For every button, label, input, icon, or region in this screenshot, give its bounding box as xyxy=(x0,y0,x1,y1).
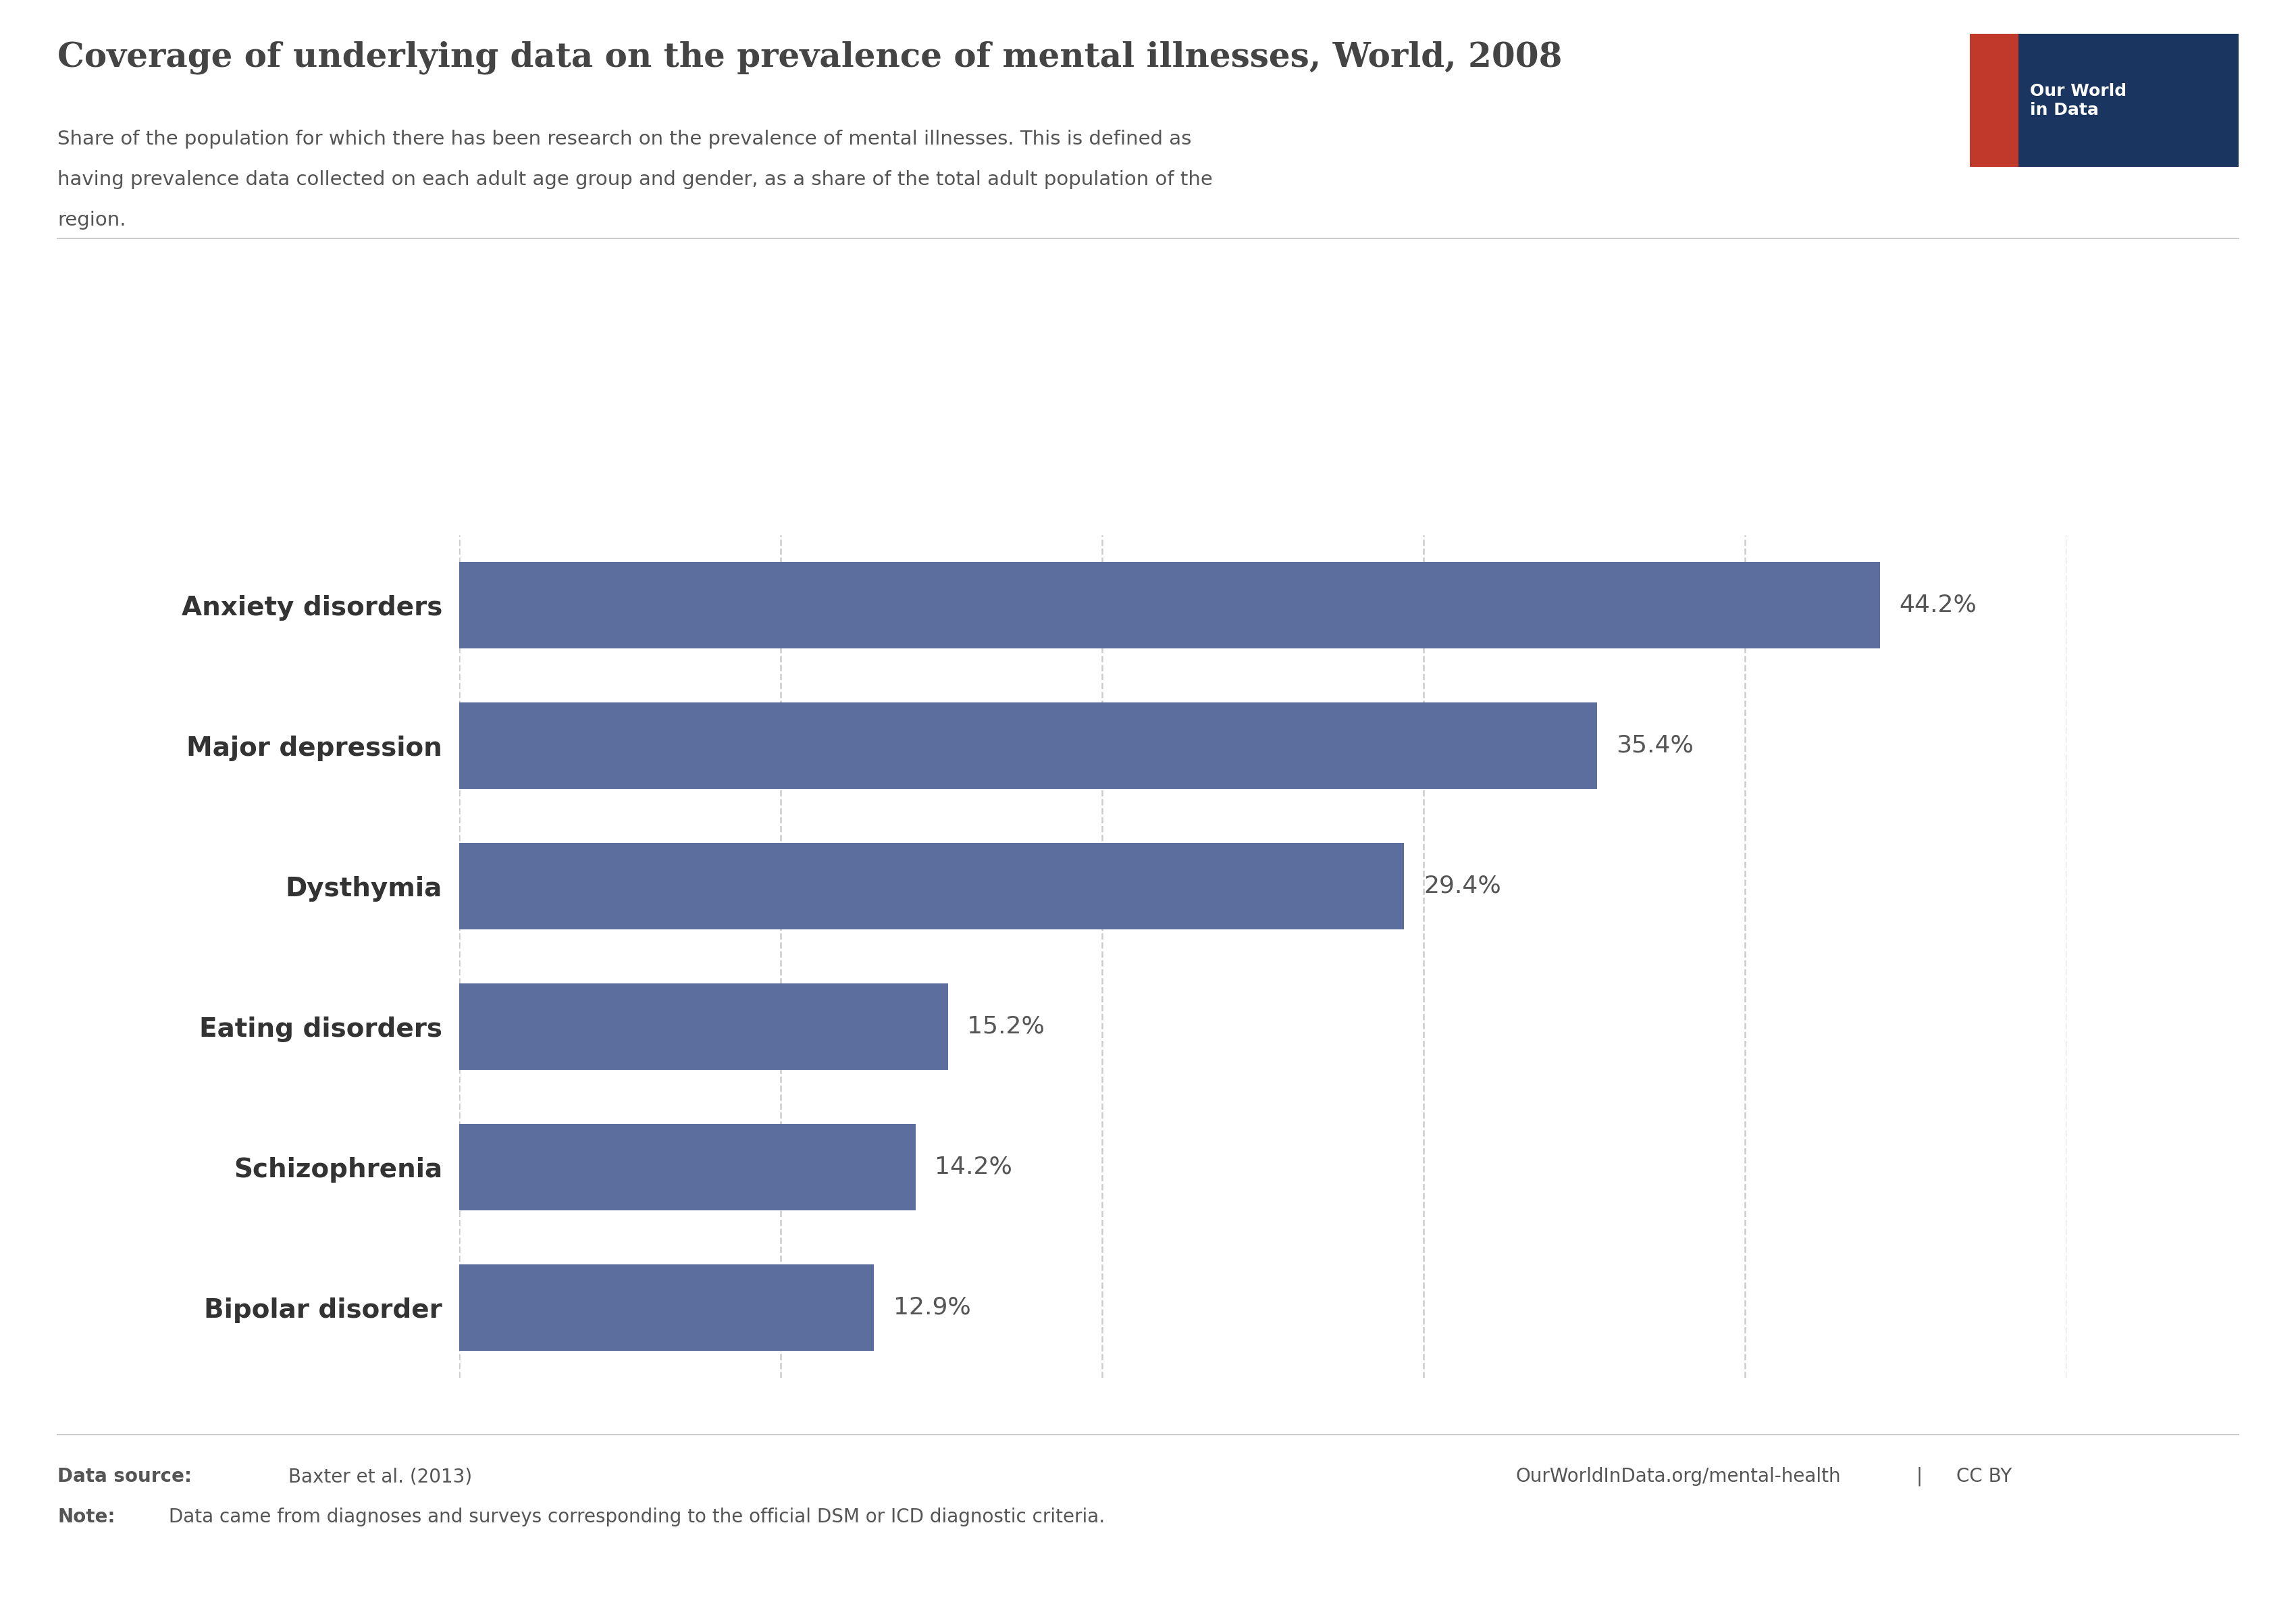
Bar xyxy=(459,1264,875,1352)
Text: Share of the population for which there has been research on the prevalence of m: Share of the population for which there … xyxy=(57,130,1192,149)
Text: having prevalence data collected on each adult age group and gender, as a share : having prevalence data collected on each… xyxy=(57,170,1212,190)
Text: Baxter et al. (2013): Baxter et al. (2013) xyxy=(282,1467,473,1486)
Text: CC BY: CC BY xyxy=(1956,1467,2011,1486)
Bar xyxy=(459,843,1405,930)
Text: Note:: Note: xyxy=(57,1508,115,1527)
Text: Data came from diagnoses and surveys corresponding to the official DSM or ICD di: Data came from diagnoses and surveys cor… xyxy=(163,1508,1104,1527)
Text: 14.2%: 14.2% xyxy=(934,1156,1013,1178)
Text: Data source:: Data source: xyxy=(57,1467,193,1486)
Text: 44.2%: 44.2% xyxy=(1899,593,1977,616)
Text: Our World
in Data: Our World in Data xyxy=(2030,83,2126,118)
Text: OurWorldInData.org/mental-health: OurWorldInData.org/mental-health xyxy=(1515,1467,1841,1486)
Bar xyxy=(459,561,1880,648)
Text: |: | xyxy=(1910,1467,1929,1486)
Text: 12.9%: 12.9% xyxy=(893,1297,971,1319)
Text: region.: region. xyxy=(57,211,126,230)
Text: 15.2%: 15.2% xyxy=(967,1015,1045,1037)
Bar xyxy=(459,982,948,1070)
Bar xyxy=(459,1123,916,1211)
Text: 29.4%: 29.4% xyxy=(1424,875,1502,898)
Bar xyxy=(459,702,1598,789)
Text: Coverage of underlying data on the prevalence of mental illnesses, World, 2008: Coverage of underlying data on the preva… xyxy=(57,41,1561,75)
Text: 35.4%: 35.4% xyxy=(1616,734,1694,757)
